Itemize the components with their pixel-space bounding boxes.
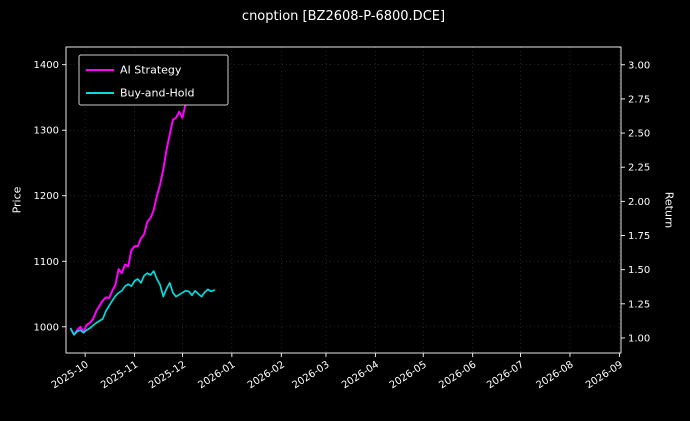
right-tick-label: 2.75 bbox=[628, 94, 650, 105]
left-tick-label: 1000 bbox=[34, 322, 59, 333]
right-tick-label: 1.75 bbox=[628, 231, 650, 242]
right-tick-label: 2.25 bbox=[628, 163, 650, 174]
chart-title: cnoption [BZ2608-P-6800.DCE] bbox=[241, 9, 446, 24]
x-tick-label: 2026-07 bbox=[485, 359, 526, 391]
left-tick-label: 1200 bbox=[34, 191, 59, 202]
legend-label: AI Strategy bbox=[120, 64, 182, 77]
right-tick-label: 1.25 bbox=[628, 299, 650, 310]
x-tick-label: 2026-08 bbox=[535, 359, 576, 391]
legend-label: Buy-and-Hold bbox=[120, 87, 195, 100]
buy-and-hold-line bbox=[69, 270, 216, 336]
left-tick-label: 1400 bbox=[34, 60, 59, 71]
x-tick-label: 2026-01 bbox=[196, 359, 237, 391]
right-tick-label: 1.00 bbox=[628, 333, 650, 344]
x-tick-label: 2025-10 bbox=[50, 359, 91, 391]
legend-box bbox=[78, 54, 229, 106]
x-tick-label: 2026-04 bbox=[340, 359, 381, 391]
right-tick-label: 2.00 bbox=[628, 197, 650, 208]
plot-border bbox=[65, 46, 622, 354]
x-tick-label: 2025-11 bbox=[99, 359, 140, 391]
right-tick-label: 2.50 bbox=[628, 129, 650, 140]
x-tick-label: 2026-06 bbox=[437, 359, 478, 391]
x-tick-label: 2026-02 bbox=[246, 359, 287, 391]
x-tick-label: 2026-09 bbox=[584, 359, 625, 391]
legend: AI Strategy Buy-and-Hold bbox=[78, 54, 229, 106]
left-tick-label: 1300 bbox=[34, 126, 59, 137]
x-tick-label: 2025-12 bbox=[147, 359, 188, 391]
x-tick-label: 2026-03 bbox=[291, 359, 332, 391]
left-tick-label: 1100 bbox=[34, 257, 59, 268]
right-tick-label: 1.50 bbox=[628, 265, 650, 276]
right-tick-label: 3.00 bbox=[628, 60, 650, 71]
x-tick-label: 2026-05 bbox=[388, 359, 429, 391]
